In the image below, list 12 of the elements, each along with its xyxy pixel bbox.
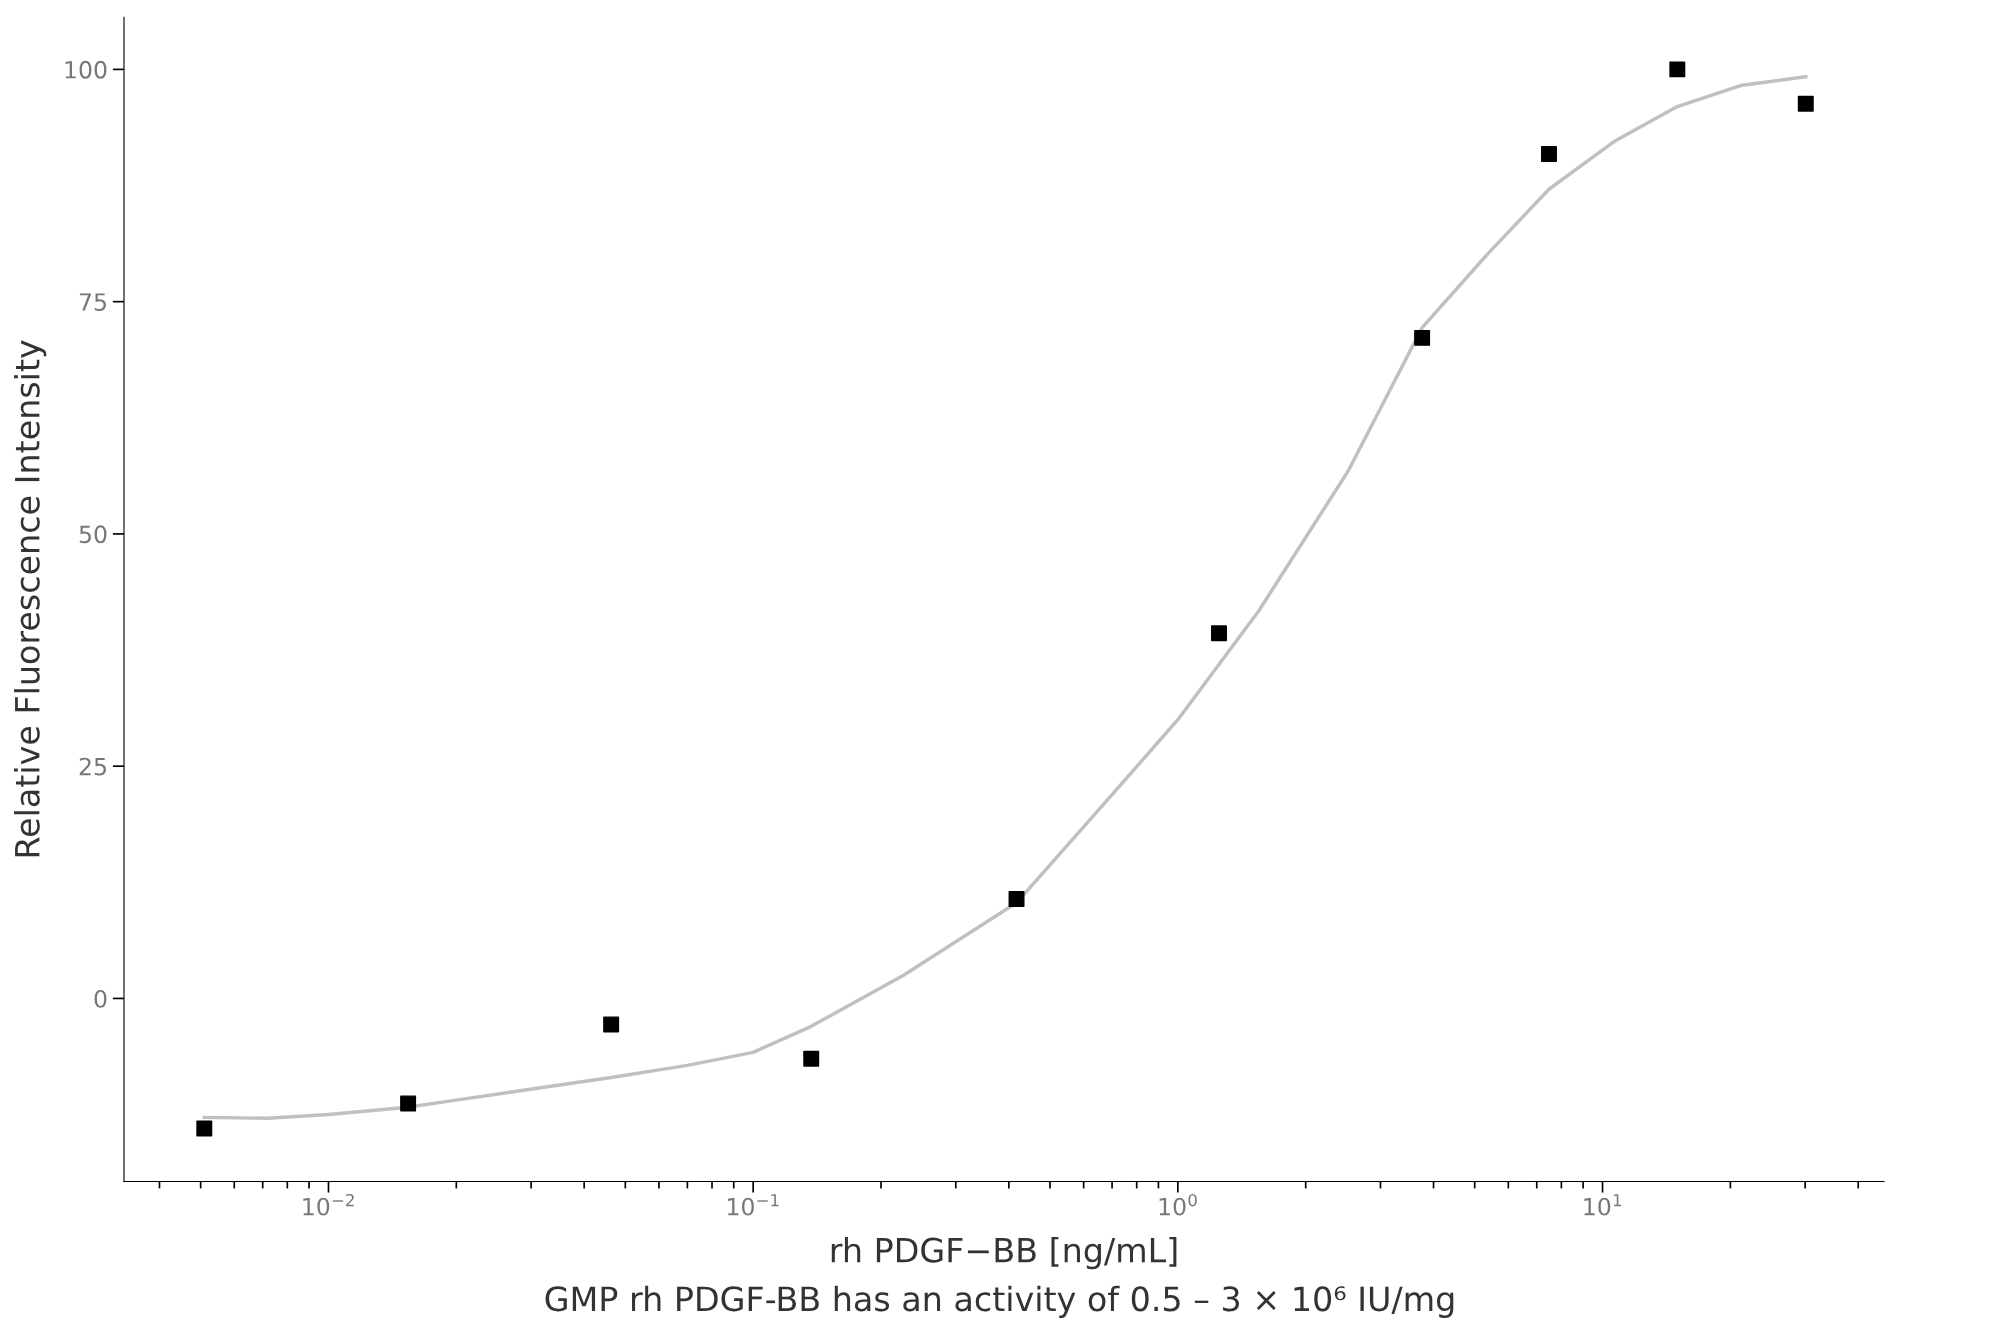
y-tick-label: 50 [79, 525, 107, 544]
x-tick-label: 10$^{−2}$ [303, 1193, 354, 1216]
y-tick-label: 75 [79, 293, 106, 311]
text: GMP rh PDGF-BB has an activity of 0.5 – 3 × 10⁶ IU/mg [545, 1285, 1454, 1318]
y-tick-label: 25 [79, 757, 106, 776]
y-axis-title: Relative Fluorescence Intensity [14, 340, 47, 857]
x-tick-label: 10$^{1}$ [1584, 1194, 1622, 1216]
x-tick-label: 10$^{0}$ [1159, 1193, 1197, 1216]
x-axis-title: rh PDGF−BB [ng/mL] [831, 1236, 1177, 1270]
y-tick-label: 0 [94, 989, 107, 1008]
x-tick-label: 10$^{−1}$ [728, 1194, 779, 1216]
y-tick-label: 100 [65, 60, 107, 79]
